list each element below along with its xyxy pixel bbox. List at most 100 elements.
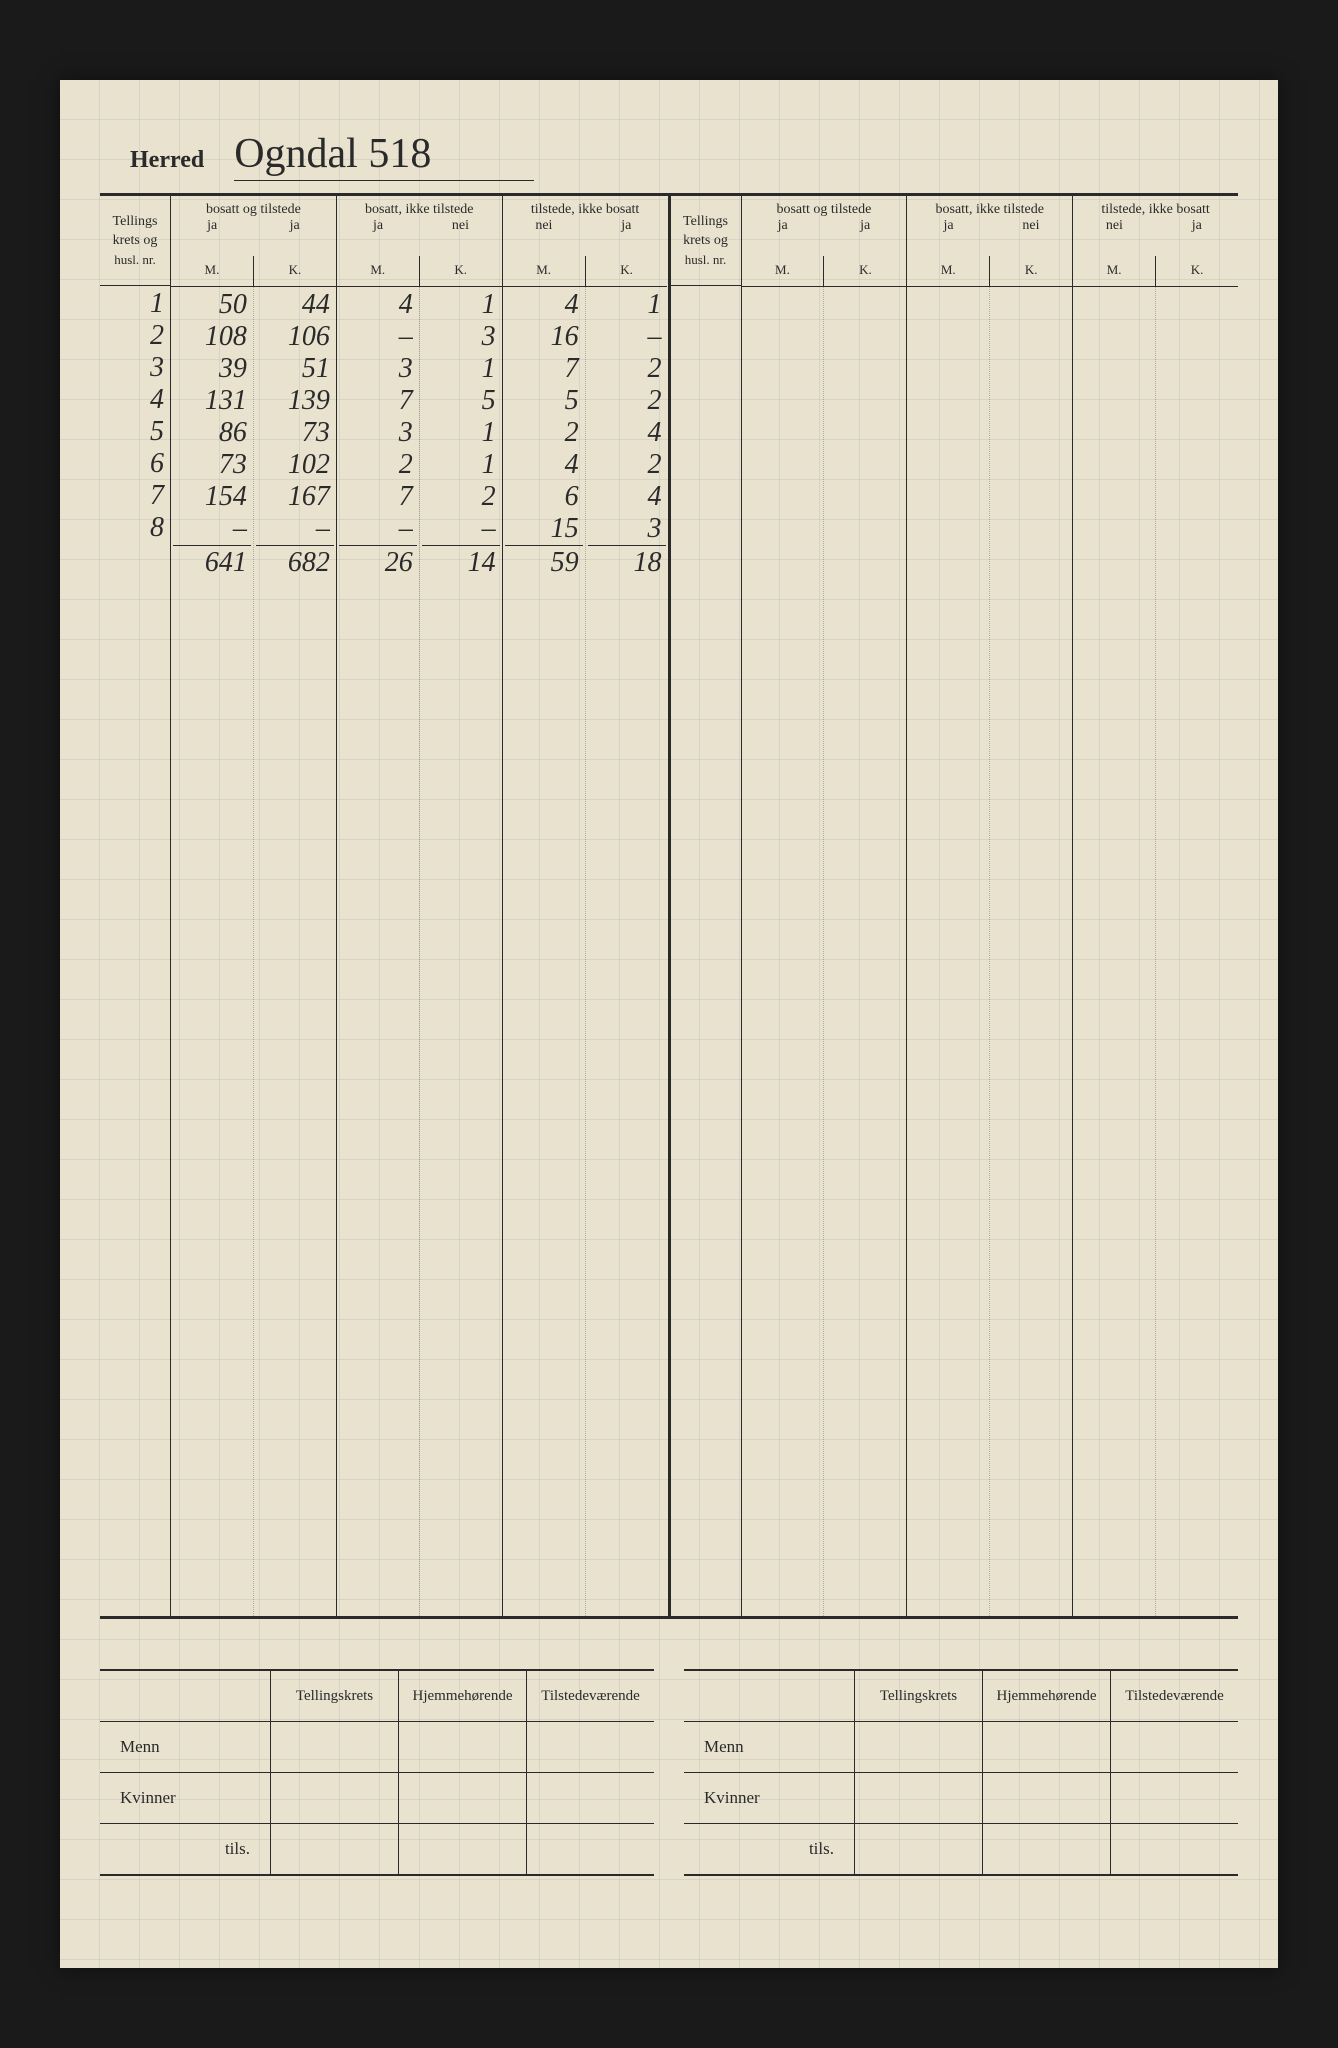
- handwritten-cell: 51: [280, 353, 330, 385]
- handwritten-cell: 2: [114, 320, 164, 352]
- th-k-1: K.: [254, 256, 336, 286]
- th-g2-title-r: bosatt, ikke tilstede: [907, 202, 1072, 218]
- col-tilstede-ikke-bosatt: tilstede, ikke bosatt nei ja M. K. 41675…: [503, 196, 668, 1616]
- handwritten-cell: 1: [612, 289, 662, 321]
- s-cell: [982, 1722, 1110, 1772]
- summary-right: Tellingskrets Hjemmehørende Tilstedevære…: [684, 1669, 1238, 1876]
- handwritten-cell: 15: [529, 513, 579, 545]
- th-g3-s2-r: ja: [1156, 218, 1238, 234]
- s-cell: [398, 1722, 526, 1772]
- s-cell: [398, 1824, 526, 1874]
- th-g1-s2: ja: [253, 218, 335, 234]
- herred-line: Herred Ogndal 518: [130, 130, 1238, 181]
- th-g1-title: bosatt og tilstede: [171, 202, 336, 218]
- th-tellings-3: husl. nr.: [102, 251, 168, 269]
- th-g2-title: bosatt, ikke tilstede: [337, 202, 502, 218]
- s-cell: [398, 1773, 526, 1823]
- th-m-2r: M.: [907, 256, 990, 286]
- handwritten-cell: 7: [363, 481, 413, 513]
- th-k-2: K.: [420, 256, 502, 286]
- s-col-ts-r: Tilstedeværende: [1110, 1671, 1238, 1721]
- col-g2-r: bosatt, ikke tilstede ja nei M. K.: [907, 196, 1073, 1616]
- handwritten-sum: 14: [446, 547, 496, 579]
- th-g2-s1-r: ja: [907, 218, 989, 234]
- th-tellings-2: krets og: [102, 231, 168, 251]
- handwritten-cell: 2: [612, 385, 662, 417]
- page-background: Herred Ogndal 518 Tellings krets og husl…: [0, 0, 1338, 2048]
- handwritten-cell: –: [363, 513, 413, 545]
- handwritten-cell: 3: [446, 321, 496, 353]
- th-tellings-1: Tellings: [102, 212, 168, 232]
- handwritten-cell: 5: [446, 385, 496, 417]
- handwritten-cell: 4: [114, 384, 164, 416]
- sum-rule: [339, 545, 417, 546]
- s-cell: [854, 1722, 982, 1772]
- sum-rule: [505, 545, 583, 546]
- handwritten-cell: 7: [114, 480, 164, 512]
- handwritten-cell: –: [197, 513, 247, 545]
- th-g1-s1: ja: [171, 218, 253, 234]
- sum-rule: [256, 545, 334, 546]
- s-cell: [854, 1773, 982, 1823]
- handwritten-cell: 4: [612, 481, 662, 513]
- handwritten-cell: 3: [363, 417, 413, 449]
- col-bosatt-tilstede: bosatt og tilstede ja ja M. K. 501083913…: [171, 196, 337, 1616]
- handwritten-cell: 7: [529, 353, 579, 385]
- handwritten-cell: 44: [280, 289, 330, 321]
- th-m-1: M.: [171, 256, 254, 286]
- handwritten-cell: 2: [446, 481, 496, 513]
- handwritten-sum: 59: [529, 547, 579, 579]
- s-row-kvinner-r: Kvinner: [684, 1788, 854, 1808]
- s-cell: [1110, 1824, 1238, 1874]
- handwritten-cell: 86: [197, 417, 247, 449]
- handwritten-cell: –: [363, 321, 413, 353]
- th-g3-s2: ja: [585, 218, 667, 234]
- right-half: Tellings krets og husl. nr. bosatt og ti…: [671, 196, 1239, 1616]
- s-cell: [1110, 1773, 1238, 1823]
- s-row-menn-r: Menn: [684, 1737, 854, 1757]
- col-nr-r: Tellings krets og husl. nr.: [671, 196, 742, 1616]
- handwritten-cell: 7: [363, 385, 413, 417]
- handwritten-cell: 6: [114, 448, 164, 480]
- handwritten-sum: 26: [363, 547, 413, 579]
- handwritten-cell: 5: [114, 416, 164, 448]
- s-col-tk: Tellingskrets: [270, 1671, 398, 1721]
- handwritten-cell: 106: [280, 321, 330, 353]
- th-tellings-1r: Tellings: [673, 212, 739, 232]
- th-g2-s2: nei: [419, 218, 501, 234]
- col-g1-r: bosatt og tilstede ja ja M. K.: [742, 196, 908, 1616]
- th-g3-s1-r: nei: [1073, 218, 1155, 234]
- s-cell: [526, 1773, 654, 1823]
- handwritten-cell: –: [446, 513, 496, 545]
- s-cell: [1110, 1722, 1238, 1772]
- handwritten-cell: 131: [197, 385, 247, 417]
- s-row-tils: tils.: [100, 1839, 270, 1859]
- th-g2-s1: ja: [337, 218, 419, 234]
- handwritten-cell: 4: [529, 449, 579, 481]
- th-g1-title-r: bosatt og tilstede: [742, 202, 907, 218]
- summary-area: Tellingskrets Hjemmehørende Tilstedevære…: [100, 1669, 1238, 1876]
- handwritten-cell: 3: [114, 352, 164, 384]
- handwritten-sum: 682: [280, 547, 330, 579]
- sum-rule: [173, 545, 251, 546]
- handwritten-cell: 4: [529, 289, 579, 321]
- th-tellings-3r: husl. nr.: [673, 251, 739, 269]
- handwritten-cell: 102: [280, 449, 330, 481]
- handwritten-sum: 641: [197, 547, 247, 579]
- handwritten-cell: 39: [197, 353, 247, 385]
- th-g1-s2-r: ja: [824, 218, 906, 234]
- s-row-kvinner: Kvinner: [100, 1788, 270, 1808]
- th-k-1r: K.: [824, 256, 906, 286]
- s-row-tils-r: tils.: [684, 1839, 854, 1859]
- th-k-3: K.: [586, 256, 668, 286]
- handwritten-cell: 2: [363, 449, 413, 481]
- handwritten-cell: 139: [280, 385, 330, 417]
- handwritten-cell: 2: [612, 449, 662, 481]
- s-row-menn: Menn: [100, 1737, 270, 1757]
- sum-rule: [588, 545, 666, 546]
- handwritten-cell: 4: [612, 417, 662, 449]
- handwritten-cell: 1: [446, 449, 496, 481]
- s-col-hj-r: Hjemmehørende: [982, 1671, 1110, 1721]
- s-cell: [526, 1824, 654, 1874]
- th-g3-title: tilstede, ikke bosatt: [503, 202, 668, 218]
